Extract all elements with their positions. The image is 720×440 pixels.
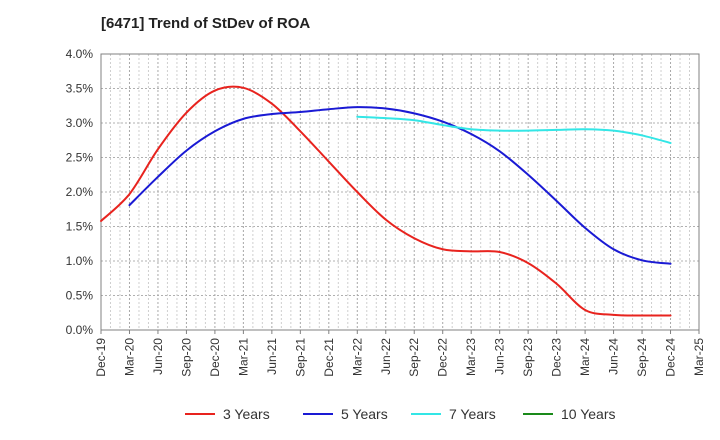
plot-frame bbox=[100, 53, 700, 331]
y-tick-label: 1.5% bbox=[66, 220, 94, 234]
y-tick-label: 0.5% bbox=[66, 289, 94, 303]
y-tick-label: 2.0% bbox=[66, 185, 94, 199]
x-tick-label: Dec-19 bbox=[94, 338, 108, 377]
x-tick-label: Sep-22 bbox=[407, 338, 421, 377]
x-tick-label: Mar-21 bbox=[236, 338, 250, 376]
y-tick-label: 1.0% bbox=[66, 254, 94, 268]
x-tick-label: Jun-23 bbox=[493, 338, 507, 375]
series-line-7-years bbox=[356, 115, 672, 145]
y-tick-label: 2.5% bbox=[66, 151, 94, 165]
x-tick-label: Sep-20 bbox=[179, 338, 193, 377]
legend: 3 Years 5 Years 7 Years 10 Years bbox=[185, 406, 616, 422]
x-tick-label: Mar-22 bbox=[350, 338, 364, 376]
legend-label-3-years: 3 Years bbox=[223, 406, 270, 422]
x-tick-label: Dec-22 bbox=[436, 338, 450, 377]
grid bbox=[101, 53, 699, 330]
x-tick-label: Sep-21 bbox=[293, 338, 307, 377]
x-tick-label: Jun-21 bbox=[265, 338, 279, 375]
legend-label-10-years: 10 Years bbox=[561, 406, 616, 422]
y-tick-label: 4.0% bbox=[66, 47, 94, 61]
series-line-3-years bbox=[100, 85, 672, 317]
x-tick-label: Mar-23 bbox=[464, 338, 478, 376]
series-line-5-years bbox=[128, 106, 672, 265]
x-tick-label: Jun-20 bbox=[151, 338, 165, 375]
y-tick-label: 3.0% bbox=[66, 116, 94, 130]
x-tick-label: Jun-24 bbox=[607, 338, 621, 375]
legend-label-7-years: 7 Years bbox=[449, 406, 496, 422]
y-tick-label: 3.5% bbox=[66, 82, 94, 96]
chart-title: [6471] Trend of StDev of ROA bbox=[101, 15, 311, 32]
x-tick-label: Sep-23 bbox=[521, 338, 535, 377]
x-tick-label: Mar-25 bbox=[692, 338, 706, 376]
y-tick-label: 0.0% bbox=[66, 323, 94, 337]
series-lines bbox=[100, 85, 672, 317]
axes: 0.0% 0.5% 1.0% 1.5% 2.0% 2.5% 3.0% 3.5% 4.0% Dec-… bbox=[66, 47, 706, 377]
x-tick-label: Mar-20 bbox=[122, 338, 136, 376]
x-tick-label: Mar-24 bbox=[578, 338, 592, 376]
x-tick-label: Dec-20 bbox=[208, 338, 222, 377]
x-tick-label: Sep-24 bbox=[635, 338, 649, 377]
x-tick-label: Dec-23 bbox=[550, 338, 564, 377]
x-tick-label: Jun-22 bbox=[379, 338, 393, 375]
legend-label-5-years: 5 Years bbox=[341, 406, 388, 422]
x-tick-label: Dec-24 bbox=[664, 338, 678, 377]
x-tick-label: Dec-21 bbox=[322, 338, 336, 377]
